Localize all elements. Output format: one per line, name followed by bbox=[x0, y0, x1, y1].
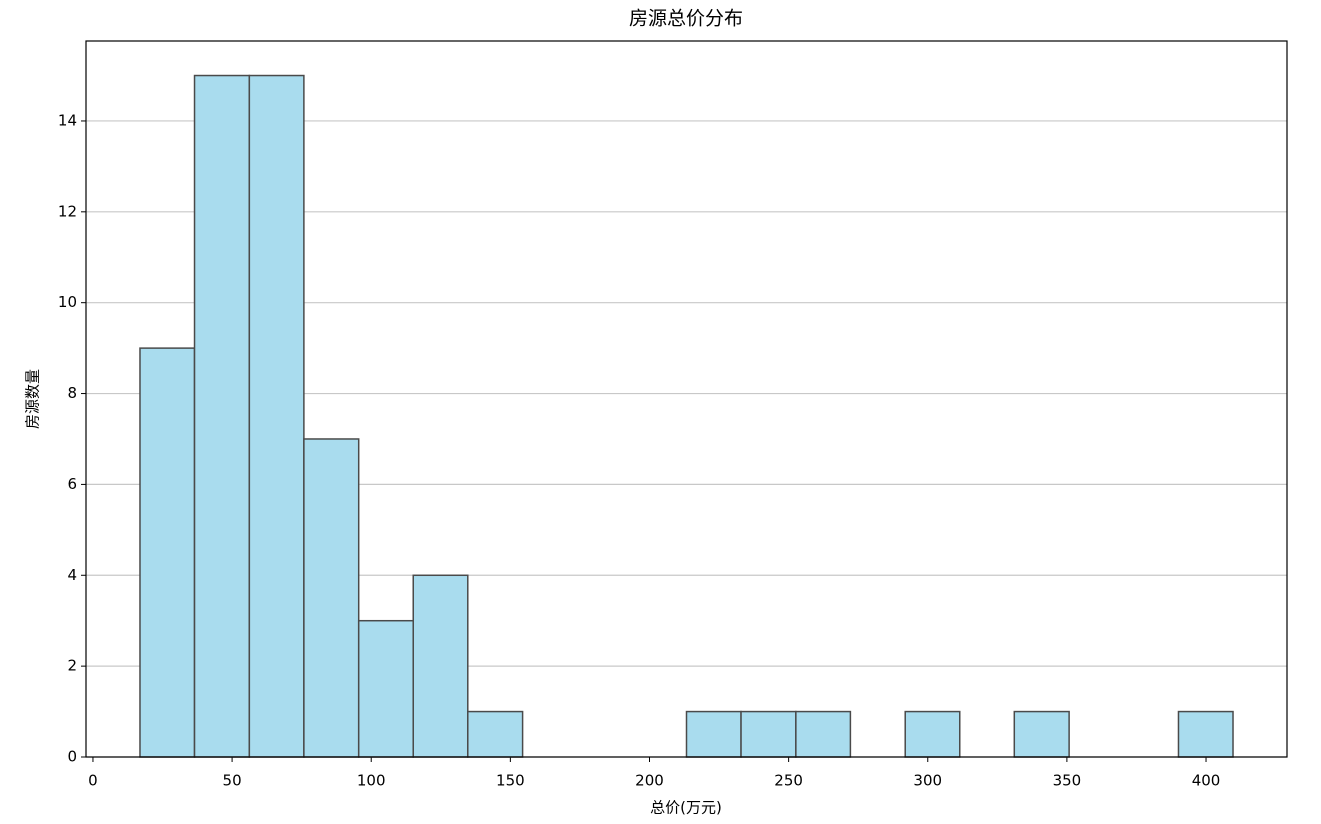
y-tick-label: 8 bbox=[67, 384, 77, 402]
x-tick-label: 350 bbox=[1053, 772, 1082, 790]
y-tick-label: 10 bbox=[58, 293, 77, 311]
x-tick-label: 0 bbox=[88, 772, 98, 790]
y-tick-label: 2 bbox=[67, 657, 77, 675]
x-tick-label: 200 bbox=[635, 772, 664, 790]
bar bbox=[357, 619, 414, 758]
x-tick-label: 150 bbox=[496, 772, 525, 790]
y-tick-label: 0 bbox=[67, 748, 77, 766]
bar bbox=[248, 74, 305, 758]
bar bbox=[740, 710, 797, 758]
x-tick-label: 300 bbox=[913, 772, 942, 790]
x-tick-label: 50 bbox=[223, 772, 242, 790]
bar bbox=[139, 347, 196, 758]
y-axis-label: 房源数量 bbox=[24, 369, 42, 429]
bar bbox=[1177, 710, 1234, 758]
x-tick-label: 100 bbox=[357, 772, 386, 790]
bar bbox=[904, 710, 961, 758]
x-tick-label: 400 bbox=[1192, 772, 1221, 790]
y-tick-label: 6 bbox=[67, 475, 77, 493]
bar bbox=[685, 710, 742, 758]
x-axis-label: 总价(万元) bbox=[650, 799, 722, 817]
y-tick-label: 14 bbox=[58, 111, 77, 129]
bar bbox=[303, 438, 360, 758]
bar bbox=[412, 574, 469, 758]
y-tick-label: 12 bbox=[58, 202, 77, 220]
y-tick-label: 4 bbox=[67, 566, 77, 584]
chart-title: 房源总价分布 bbox=[629, 8, 743, 30]
bar bbox=[795, 710, 852, 758]
bar bbox=[193, 74, 251, 758]
plot-frame bbox=[85, 40, 1288, 758]
bar bbox=[467, 710, 524, 758]
bar bbox=[1013, 710, 1070, 758]
x-tick-label: 250 bbox=[774, 772, 803, 790]
